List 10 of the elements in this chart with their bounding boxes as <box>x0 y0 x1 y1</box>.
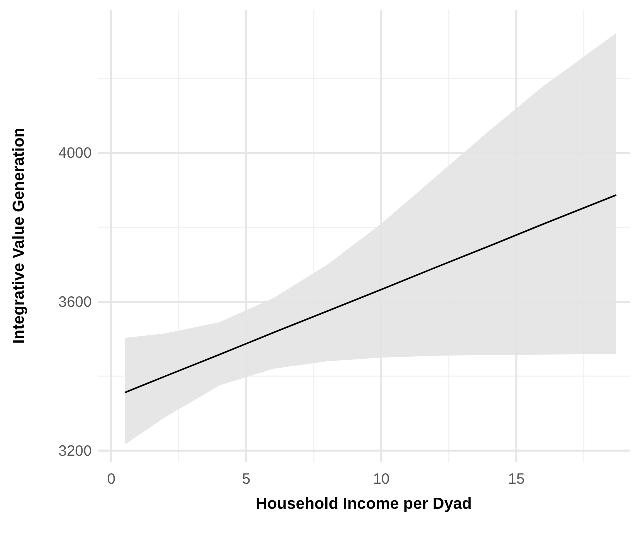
line-series <box>124 194 618 394</box>
x-tick-label: 5 <box>242 471 251 488</box>
x-tick-label: 10 <box>373 471 390 488</box>
x-axis-title: Household Income per Dyad <box>256 496 472 513</box>
x-tick-label: 15 <box>508 471 525 488</box>
y-tick-label: 4000 <box>58 145 92 162</box>
y-tick-label: 3600 <box>58 294 92 312</box>
x-tick-label: 0 <box>107 471 116 488</box>
y-axis-title: Integrative Value Generation <box>11 128 28 344</box>
y-tick-label: 3200 <box>58 442 92 460</box>
